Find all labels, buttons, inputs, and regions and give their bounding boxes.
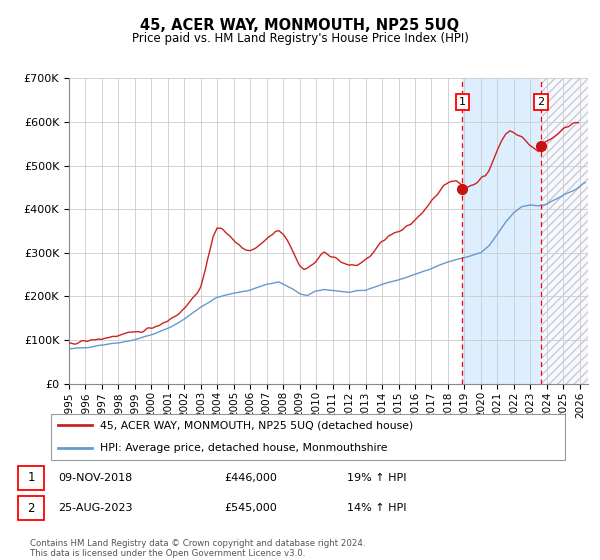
Text: 09-NOV-2018: 09-NOV-2018 [58,473,132,483]
Text: 14% ↑ HPI: 14% ↑ HPI [347,503,406,513]
Bar [462,78,541,384]
Text: Contains HM Land Registry data © Crown copyright and database right 2024.
This d: Contains HM Land Registry data © Crown c… [30,539,365,558]
FancyBboxPatch shape [17,466,44,489]
Text: £446,000: £446,000 [224,473,277,483]
Text: 1: 1 [27,471,35,484]
Text: HPI: Average price, detached house, Monmouthshire: HPI: Average price, detached house, Monm… [100,444,388,454]
Text: 2: 2 [27,502,35,515]
FancyBboxPatch shape [50,414,565,460]
Bar [541,78,588,384]
Text: 25-AUG-2023: 25-AUG-2023 [58,503,132,513]
Text: £545,000: £545,000 [224,503,277,513]
Text: Price paid vs. HM Land Registry's House Price Index (HPI): Price paid vs. HM Land Registry's House … [131,32,469,45]
Text: 45, ACER WAY, MONMOUTH, NP25 5UQ (detached house): 45, ACER WAY, MONMOUTH, NP25 5UQ (detach… [100,420,413,430]
Text: 2: 2 [538,97,545,108]
Text: 19% ↑ HPI: 19% ↑ HPI [347,473,406,483]
Text: 1: 1 [458,97,466,108]
Bar [541,78,588,384]
Bar [541,78,588,384]
Text: 45, ACER WAY, MONMOUTH, NP25 5UQ: 45, ACER WAY, MONMOUTH, NP25 5UQ [140,18,460,33]
FancyBboxPatch shape [17,496,44,520]
